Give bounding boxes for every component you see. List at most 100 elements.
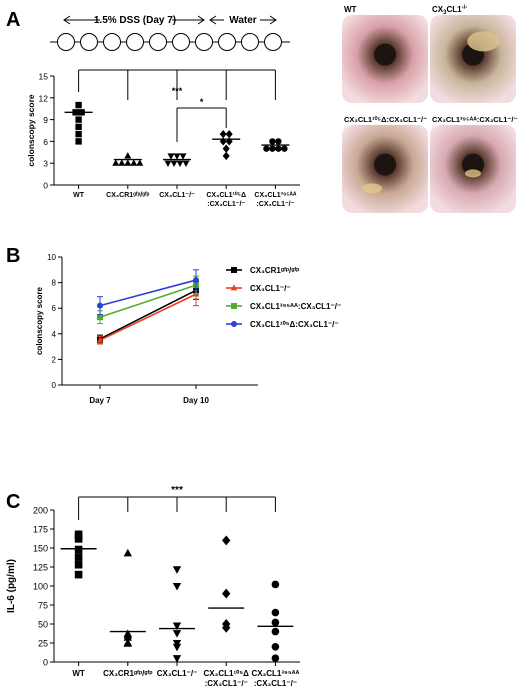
x-category-label: CX₃CL1³⁹⁵ᴬᴬ <box>254 191 297 199</box>
timeline-day-circle <box>172 33 190 51</box>
timeline-day-circle <box>195 33 213 51</box>
timeline-day-circle <box>241 33 259 51</box>
data-point <box>222 144 230 153</box>
significance-stars: *** <box>171 485 183 496</box>
y-tick-label: 9 <box>43 115 48 125</box>
data-point <box>74 545 83 554</box>
y-tick-label: 100 <box>33 582 48 592</box>
data-point <box>123 548 132 557</box>
data-point <box>136 159 144 166</box>
il6-chart: 0 25 50 75 100 125 150 175 200 IL-6 (pg/ml) WT CX₃C… <box>6 485 300 688</box>
significance-stars: *** <box>172 86 183 96</box>
data-point <box>172 643 182 652</box>
y-tick-label: 25 <box>38 639 48 649</box>
data-point <box>271 654 280 662</box>
series-line <box>99 284 197 318</box>
timeline-day-circle <box>149 33 167 51</box>
data-point <box>176 160 184 168</box>
y-tick-label: 6 <box>43 137 48 147</box>
x-category-label: CX₃CR1ᵍᶠᵖ/ᵍᶠᵖ <box>106 192 150 199</box>
timeline-dss-label: 1.5% DSS (Day 7) <box>94 15 176 26</box>
data-point <box>222 535 231 546</box>
legend-marker <box>230 284 238 291</box>
data-point <box>271 608 280 617</box>
data-point <box>75 116 82 123</box>
panel-c-label: C <box>6 491 20 513</box>
data-point <box>271 643 280 651</box>
data-point <box>124 159 132 166</box>
data-point <box>225 137 233 146</box>
data-point <box>173 153 181 160</box>
data-point <box>281 145 288 152</box>
data-point <box>164 160 172 168</box>
data-point <box>118 159 126 166</box>
x-category-label: WT <box>72 669 85 678</box>
legend-label: CX₃CL1¹⁰⁵Δ:CX₃CL1⁻/⁻ <box>250 320 339 329</box>
data-point <box>172 582 182 591</box>
y-axis-label: colonscopy score <box>26 94 36 167</box>
data-point <box>219 129 227 139</box>
data-point <box>172 622 182 631</box>
data-point <box>75 138 82 145</box>
data-point <box>269 145 276 152</box>
x-category-label: Day 10 <box>183 396 209 405</box>
data-point <box>222 622 231 633</box>
data-point <box>193 277 199 284</box>
y-axis-label: colonscopy score <box>35 286 44 355</box>
series-line <box>99 293 197 341</box>
data-point <box>75 130 82 138</box>
x-category-label: :CX₃CL1⁻/⁻ <box>256 201 294 208</box>
y-tick-label: 0 <box>52 381 57 390</box>
data-point <box>74 553 83 561</box>
data-point <box>170 160 178 168</box>
series-group <box>97 269 199 316</box>
y-tick-label: 200 <box>33 506 48 516</box>
data-point <box>130 159 138 166</box>
timeline-day-circle <box>264 33 282 51</box>
data-point <box>179 153 187 160</box>
endoscopy-photos: WT CX3CL1-/- CX₃CL1¹⁰⁵Δ:CX₃CL1⁻/⁻ CX₃CL1… <box>342 5 518 213</box>
data-point <box>97 302 103 309</box>
data-point <box>123 639 132 647</box>
y-tick-label: 8 <box>52 279 57 288</box>
series-line <box>99 289 197 340</box>
legend-marker <box>231 267 237 273</box>
colonoscopy-score-chart: 0 3 6 9 12 15 colonscopy score WT CX₃CR1ᵍᶠᵖ/ᵍᶠᵖ C… <box>26 69 300 208</box>
data-point <box>225 129 233 139</box>
data-point <box>112 159 120 166</box>
timeline-day-circle <box>218 33 236 51</box>
colon-lumen <box>462 153 484 176</box>
data-point <box>222 588 231 599</box>
significance-star: * <box>200 97 204 107</box>
data-point <box>219 137 227 146</box>
y-tick-label: 150 <box>33 544 48 554</box>
data-point <box>75 101 82 109</box>
data-point <box>275 145 282 152</box>
y-tick-label: 3 <box>43 159 48 169</box>
data-point <box>74 570 83 579</box>
y-tick-label: 0 <box>43 658 48 668</box>
data-point <box>74 560 83 569</box>
data-point <box>74 535 83 543</box>
series-line <box>99 279 197 307</box>
data-point <box>271 580 280 589</box>
timeline-day-circle <box>126 33 144 51</box>
y-tick-label: 75 <box>38 601 48 611</box>
legend-marker <box>231 321 237 327</box>
data-point <box>182 160 190 168</box>
y-axis-label: IL-6 (pg/ml) <box>6 559 17 613</box>
data-point <box>271 618 280 627</box>
legend-label: CX₃CL1³⁹⁵ᴬᴬ:CX₃CL1⁻/⁻ <box>250 302 341 311</box>
x-category-label: :CX₃CL1⁻/⁻ <box>207 201 245 208</box>
y-tick-label: 6 <box>52 304 57 313</box>
photo-label-cx3cl1-ko: CX3CL1-/- <box>432 5 467 16</box>
x-category-label: CX₃CL1¹⁰⁵Δ <box>206 191 246 199</box>
data-point <box>172 566 182 574</box>
data-point <box>269 138 276 145</box>
x-category-label: CX₃CL1⁻/⁻ <box>159 192 195 199</box>
photo-label-105: CX₃CL1¹⁰⁵Δ:CX₃CL1⁻/⁻ <box>344 115 427 124</box>
mucosal-lesion <box>467 31 500 52</box>
y-tick-label: 12 <box>39 93 49 103</box>
y-tick-label: 0 <box>43 181 48 191</box>
data-point <box>263 145 270 152</box>
